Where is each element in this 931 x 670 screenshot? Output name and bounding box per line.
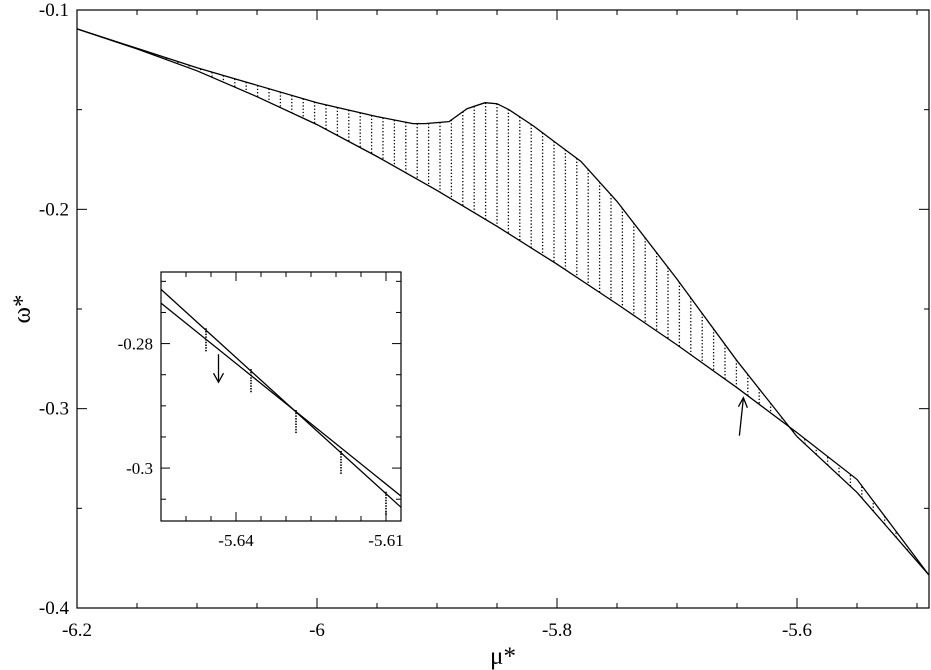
inset-frame: [160, 271, 402, 522]
inset-series-line-2: [160, 302, 402, 497]
series-line-2: [76, 28, 930, 576]
inset-y-tick-label: -0.28: [118, 335, 153, 354]
inset-y-tick-label: -0.3: [126, 459, 153, 478]
inset-arrow: [212, 354, 225, 384]
annotation-arrows: [737, 396, 749, 436]
inset-x-tick-label: -5.64: [218, 531, 254, 550]
series-line-1: [76, 28, 930, 576]
y-tick-label: -0.1: [39, 0, 69, 21]
x-tick-label: -6.2: [62, 620, 92, 641]
inset-series-group: [160, 288, 402, 508]
x-tick-label: -5.8: [542, 620, 572, 641]
series-group: [76, 28, 930, 576]
y-tick-label: -0.3: [39, 399, 69, 420]
inset-markers: [205, 328, 387, 516]
y-axis-ticks: -0.1 -0.2 -0.3 -0.4: [39, 0, 929, 619]
y-tick-label: -0.4: [39, 598, 70, 619]
arrow-shaft: [738, 397, 745, 436]
inset-series-line-1: [160, 288, 402, 508]
y-tick-label: -0.2: [39, 199, 69, 220]
x-axis-label: μ*: [490, 643, 516, 670]
inset-arrow-head: [212, 372, 225, 384]
x-axis-ticks: -6.2 -6 -5.8 -5.6: [62, 10, 918, 641]
inset-y-axis-ticks: -0.28 -0.3: [118, 280, 401, 500]
inset-background: [161, 272, 401, 521]
phase-coexistence-shading: [165, 57, 920, 564]
inset-chart: -5.64 -5.61 -0.28 -0.3: [118, 271, 404, 550]
y-axis-label: ω*: [9, 295, 36, 324]
arrow-head: [737, 396, 749, 408]
inset-x-axis-ticks: -5.64 -5.61: [160, 272, 404, 550]
inset-x-tick-label: -5.61: [368, 531, 403, 550]
x-tick-label: -6: [309, 620, 325, 641]
x-tick-label: -5.6: [782, 620, 812, 641]
